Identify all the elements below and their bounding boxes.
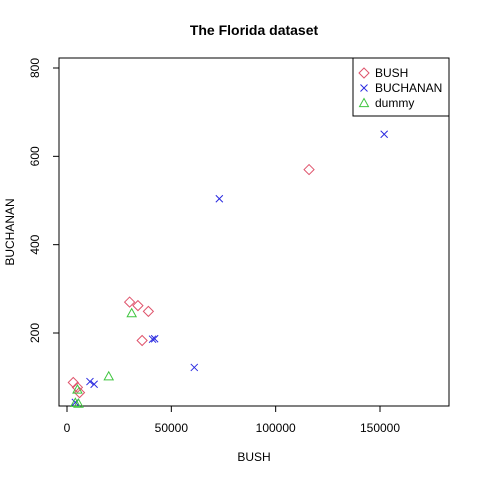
x-axis: 0 50000 100000 150000 — [64, 406, 400, 435]
x-tick-label: 100000 — [256, 421, 296, 435]
legend-label: dummy — [375, 96, 414, 110]
point-buchanan — [90, 380, 98, 389]
y-tick-label: 600 — [28, 146, 42, 166]
legend-marker — [360, 84, 368, 92]
point-buchanan — [215, 194, 224, 203]
y-tick-label: 400 — [28, 234, 42, 254]
point-dummy — [103, 370, 115, 381]
point-bush — [136, 334, 148, 347]
point-buchanan — [190, 363, 199, 372]
data-points — [67, 130, 389, 408]
y-axis: 200 400 600 800 — [28, 58, 59, 343]
point-dummy — [69, 397, 81, 407]
y-tick-label: 800 — [28, 58, 42, 78]
chart-title: The Florida dataset — [190, 22, 319, 38]
legend-marker — [358, 67, 370, 79]
point-dummy — [126, 307, 138, 318]
legend-marker — [358, 97, 370, 108]
legend-box — [352, 57, 450, 117]
x-axis-label: BUSH — [237, 450, 270, 464]
point-bush — [142, 305, 155, 318]
point-bush — [303, 163, 315, 176]
legend-label: BUSH — [375, 66, 408, 80]
point-buchanan — [148, 335, 157, 344]
x-tick-label: 0 — [64, 421, 71, 435]
point-buchanan — [86, 377, 94, 386]
point-buchanan — [380, 130, 389, 139]
y-tick-label: 200 — [28, 323, 42, 343]
point-dummy — [72, 384, 83, 394]
point-bush — [73, 386, 86, 399]
point-bush — [123, 296, 136, 308]
point-buchanan — [150, 334, 159, 343]
point-dummy — [73, 398, 84, 408]
x-tick-label: 150000 — [360, 421, 400, 435]
plot-frame — [58, 57, 450, 407]
point-bush — [132, 299, 144, 312]
x-tick-label: 50000 — [155, 421, 189, 435]
point-bush — [71, 381, 84, 394]
y-axis-label: BUCHANAN — [3, 198, 17, 265]
legend-label: BUCHANAN — [375, 81, 442, 95]
